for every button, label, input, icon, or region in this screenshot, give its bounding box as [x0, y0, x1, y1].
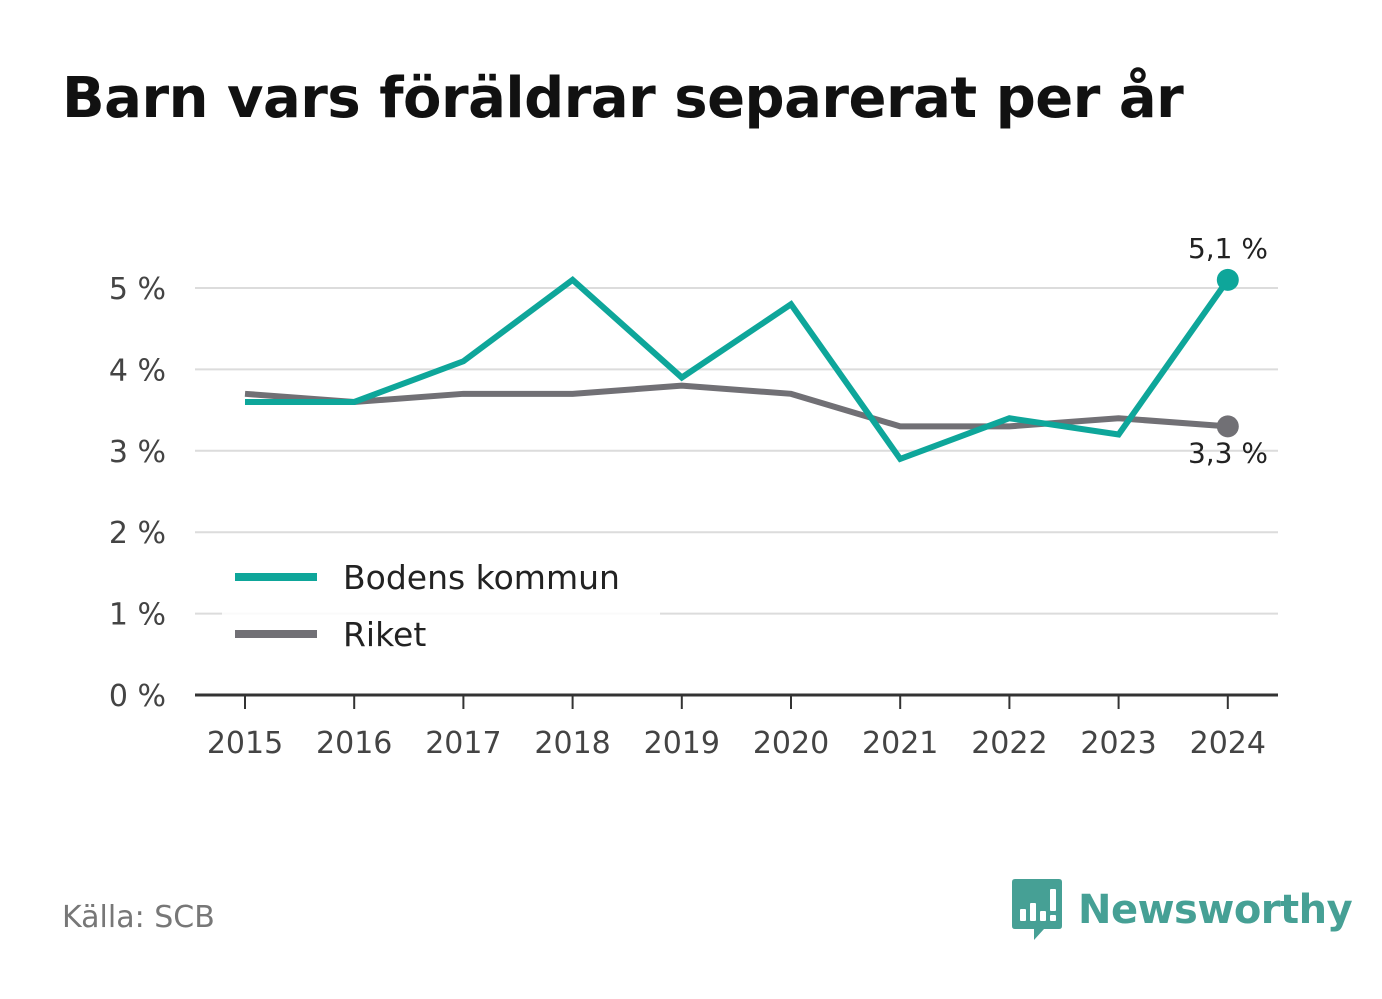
x-tick-label: 2021 — [862, 726, 938, 761]
y-tick-label: 2 % — [109, 516, 166, 551]
x-tick-label: 2016 — [316, 726, 392, 761]
source-note: Källa: SCB — [62, 900, 215, 935]
end-value-label: 3,3 % — [1188, 436, 1268, 469]
x-tick-label: 2018 — [534, 726, 610, 761]
legend-label: Bodens kommun — [343, 558, 620, 597]
x-tick-label: 2020 — [753, 726, 829, 761]
brand-name: Newsworthy — [1078, 887, 1353, 933]
series-line — [244, 382, 1229, 430]
legend-label: Riket — [343, 615, 426, 654]
x-tick-label: 2019 — [644, 726, 720, 761]
end-value-label: 5,1 % — [1188, 232, 1268, 265]
y-tick-label: 3 % — [109, 435, 166, 470]
x-tick-label: 2023 — [1080, 726, 1156, 761]
x-tick-label: 2024 — [1190, 726, 1266, 761]
y-tick-label: 0 % — [109, 679, 166, 714]
y-tick-label: 4 % — [109, 353, 166, 388]
series-line — [245, 275, 1231, 463]
end-labels: 5,1 % 3,3 % — [1188, 232, 1268, 470]
series-end-point — [1216, 415, 1239, 438]
y-tick-label: 1 % — [109, 598, 166, 633]
series-end-point — [1216, 268, 1239, 291]
newsworthy-logo-icon — [1012, 879, 1062, 940]
axes: 0 % 1 % 2 % 3 % 4 % 5 % 2015 2016 2017 2018 2019 20… — [109, 272, 1278, 761]
x-tick-label: 2015 — [207, 726, 283, 761]
brand[interactable]: Newsworthy — [1012, 878, 1353, 942]
x-tick-label: 2022 — [971, 726, 1047, 761]
series — [244, 268, 1239, 463]
chart-title: Barn vars föräldrar separerat per år — [62, 66, 1184, 131]
legend: Bodens kommun Riket — [222, 556, 660, 660]
x-tick-label: 2017 — [425, 726, 501, 761]
y-tick-label: 5 % — [109, 272, 166, 307]
